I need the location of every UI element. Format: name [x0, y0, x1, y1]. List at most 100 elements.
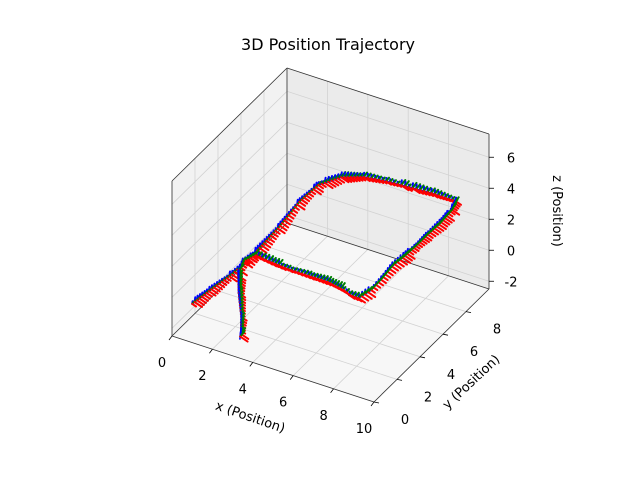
orientation-frame-axis [310, 190, 317, 195]
orientation-frame-axis [438, 223, 447, 231]
orientation-frame-axis [243, 259, 251, 265]
top-back-edge [286, 67, 490, 135]
orientation-frame-axis [403, 185, 413, 192]
orientation-frame-axis [215, 284, 223, 291]
orientation-frame-axis [296, 203, 306, 211]
orientation-frame-axis [393, 263, 402, 270]
orientation-frame-axis [246, 258, 254, 264]
orientation-frame-axis [403, 180, 410, 188]
trajectory-group [191, 171, 462, 343]
orientation-frame-axis [260, 244, 270, 252]
orientation-frame-axis [400, 179, 407, 187]
y-tick-mark [419, 356, 426, 359]
y-tick-label: 0 [401, 413, 409, 428]
orientation-frame-axis [422, 190, 431, 197]
orientation-frame-axis [356, 176, 364, 182]
orientation-frame-axis [269, 234, 277, 241]
orientation-frame-axis [366, 176, 375, 183]
orientation-frame-axis [285, 216, 293, 223]
orientation-frame-axis [272, 232, 279, 238]
orientation-frame-axis [265, 239, 274, 246]
orientation-frame-axis [450, 208, 461, 216]
orientation-frame-axis [260, 252, 267, 260]
orientation-frame-axis [343, 176, 353, 183]
orientation-frame-axis [283, 219, 291, 226]
orientation-frame-axis [303, 196, 311, 203]
orientation-frame-axis [300, 198, 309, 205]
orientation-frame-axis [388, 268, 397, 274]
orientation-frame-axis [277, 258, 284, 267]
orientation-frame-axis [360, 295, 370, 302]
orientation-frame-axis [384, 273, 392, 279]
orientation-frame-axis [336, 177, 346, 184]
orientation-frame-axis [388, 181, 396, 187]
orientation-frame-axis [370, 289, 376, 294]
orientation-frame-axis [433, 227, 442, 234]
orientation-frame-axis [412, 246, 420, 252]
orientation-frame-axis [323, 181, 334, 190]
orientation-frame-axis [418, 241, 426, 247]
orientation-frame-axis [336, 281, 343, 289]
orientation-frame-axis [404, 254, 413, 262]
orientation-frame-axis [200, 295, 209, 302]
orientation-frame-axis [267, 255, 275, 263]
orientation-frame-axis [317, 184, 324, 190]
orientation-frame-axis [408, 250, 415, 256]
orientation-frame-axis [379, 278, 387, 284]
orientation-frame-axis [191, 302, 198, 308]
orientation-frame-axis [353, 176, 361, 182]
orientation-frame-axis [287, 214, 295, 220]
y-tick-mark [465, 311, 472, 313]
orientation-frame-axis [377, 281, 384, 287]
orientation-frame-axis [366, 291, 377, 299]
orientation-frame-axis [373, 178, 381, 184]
orientation-frame-axis [340, 176, 350, 184]
tick-marks [168, 156, 494, 407]
orientation-frame-axis [370, 177, 378, 183]
orientation-frame-axis [330, 179, 340, 187]
orientation-frame-axis [312, 188, 322, 196]
orientation-frame-axis [327, 180, 337, 188]
orientation-frame-axis [228, 275, 238, 283]
y-axis-line [373, 288, 490, 403]
orientation-frame-axis [289, 211, 297, 217]
orientation-frame-axis [334, 280, 341, 287]
orientation-frame-axis [399, 258, 408, 266]
orientation-frame-axis [264, 253, 271, 261]
orientation-frame-axis [439, 221, 449, 228]
orientation-frame-axis [298, 200, 307, 207]
x-tick-mark [370, 401, 375, 407]
y-tick-mark [373, 401, 380, 404]
orientation-frame-axis [424, 235, 433, 242]
orientation-frame-axis [390, 265, 399, 272]
x-tick-mark [289, 375, 294, 380]
z-tick-label: 0 [507, 244, 515, 259]
orientation-frame-axis [407, 186, 414, 191]
orientation-frame-axis [415, 183, 422, 191]
orientation-frame-axis [281, 222, 290, 229]
orientation-frame-axis [443, 217, 453, 224]
orientation-frame-axis [276, 227, 286, 235]
orientation-frame-axis [377, 178, 385, 184]
x-axis-line [171, 335, 375, 403]
orientation-frame-axis [428, 231, 437, 238]
orientation-frame-axis [396, 261, 405, 268]
orientation-frame-axis [430, 192, 439, 199]
orientation-frame-axis [205, 292, 213, 298]
orientation-frame-axis [363, 293, 373, 300]
x-tick-label: 10 [356, 422, 373, 437]
orientation-frame-axis [274, 230, 281, 235]
orientation-frame-axis [220, 280, 228, 286]
orientation-frame-axis [314, 186, 324, 193]
y-tick-label: 6 [470, 345, 478, 360]
orientation-frame-axis [415, 188, 425, 195]
orientation-frame-axis [374, 283, 382, 289]
x-tick-mark [330, 388, 334, 394]
orientation-frame-axis [193, 301, 203, 308]
orientation-frame-axis [203, 293, 211, 300]
x-tick-mark [209, 348, 213, 354]
orientation-frame-axis [363, 288, 370, 296]
orientation-frame-axis [278, 224, 288, 232]
orientation-frame-axis [196, 299, 205, 306]
